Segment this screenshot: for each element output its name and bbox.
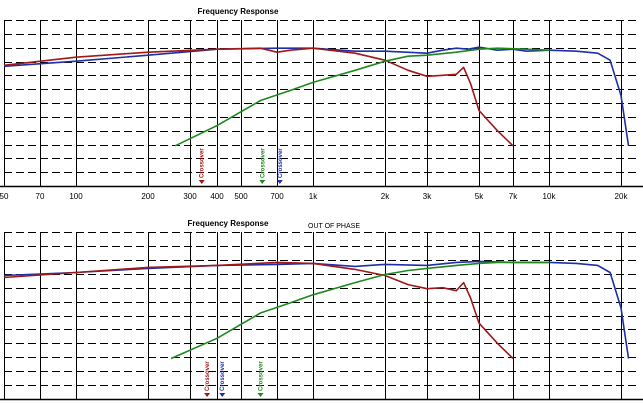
x-tick-label: 20k [615,192,629,201]
crossover-marker [276,180,283,184]
crossover-marker-label: Crossover [278,148,284,178]
crossover-marker [204,393,211,397]
top-chart-x-tick-labels: 50 70 100 200 300 400 500 700 1k 2k 3k 5k 7k 10k 20k [0,192,628,201]
bottom-chart-grid [0,232,643,401]
x-tick-label: 50 [0,192,9,201]
crossover-marker-label: Crossover [260,148,266,178]
crossover-marker [219,393,226,397]
crossover-marker [257,393,264,397]
x-tick-label: 100 [69,192,83,201]
bottom-chart-series [3,260,630,360]
crossover-marker-label: Crossover [205,361,211,391]
series-line [3,47,514,147]
x-tick-label: 5k [475,192,484,201]
crossover-marker [198,180,205,184]
x-tick-label: 7k [509,192,518,201]
crossover-marker [259,180,266,184]
series-line [3,261,514,360]
crossover-marker-label: Crossover [259,361,265,391]
x-tick-label: 700 [270,192,284,201]
x-tick-label: 2k [381,192,390,201]
x-tick-label: 500 [234,192,248,201]
top-chart-crossover-markers: Crossover Crossover Crossover [198,148,284,184]
top-chart-title: Frequency Response [198,7,279,16]
bottom-chart-title: Frequency Response [188,219,269,228]
crossover-marker-label: Crossover [200,148,206,178]
x-tick-label: 10k [543,192,557,201]
bottom-chart-crossover-markers: Crossover Crossover Crossover [204,361,265,397]
x-tick-label: 300 [183,192,197,201]
x-tick-label: 400 [210,192,224,201]
bottom-chart-subtitle: OUT OF PHASE [308,223,360,230]
series-line [170,261,549,360]
series-line [174,47,550,147]
x-tick-label: 70 [36,192,45,201]
crossover-marker-label: Crossover [220,361,226,391]
top-chart-series [3,46,630,147]
x-tick-label: 3k [423,192,432,201]
x-tick-label: 1k [309,192,318,201]
x-tick-label: 200 [141,192,155,201]
